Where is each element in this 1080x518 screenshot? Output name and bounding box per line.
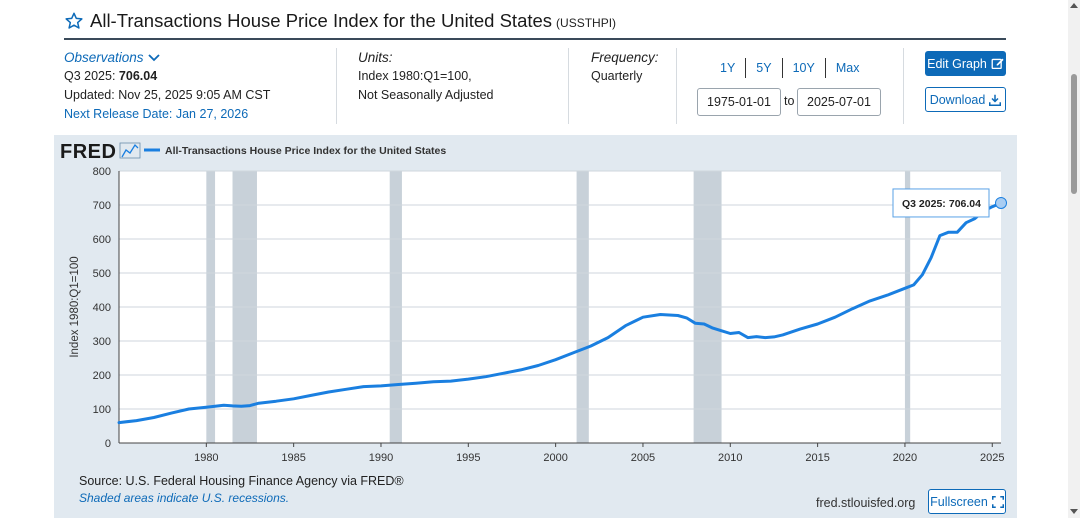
- updated-text: Updated: Nov 25, 2025 9:05 AM CST: [64, 88, 271, 102]
- divider: [676, 48, 677, 124]
- x-tick-label: 1995: [456, 452, 480, 464]
- units-line2: Not Seasonally Adjusted: [358, 88, 494, 102]
- download-label: Download: [929, 92, 986, 107]
- observations-label: Observations: [64, 50, 144, 65]
- tooltip-value: 706.04: [949, 198, 981, 210]
- title-row: All-Transactions House Price Index for t…: [64, 8, 616, 34]
- scroll-up-arrow[interactable]: [1070, 3, 1078, 8]
- range-max-button[interactable]: Max: [835, 61, 860, 75]
- end-date-input[interactable]: 2025-07-01: [797, 88, 881, 116]
- x-tick-label: 2020: [893, 452, 917, 464]
- source-text: Source: U.S. Federal Housing Finance Age…: [79, 474, 404, 488]
- y-tick-label: 100: [93, 404, 111, 416]
- y-tick-label: 600: [93, 234, 111, 246]
- range-10y-button[interactable]: 10Y: [792, 61, 815, 75]
- site-link[interactable]: fred.stlouisfed.org: [816, 496, 916, 510]
- y-tick-label: 300: [93, 336, 111, 348]
- x-tick-label: 1990: [369, 452, 393, 464]
- x-tick-label: 2025: [980, 452, 1004, 464]
- frequency-label: Frequency:: [591, 50, 659, 65]
- tooltip-label: Q3 2025:: [902, 198, 946, 210]
- observations-block: Observations Q3 2025: 706.04 Updated: No…: [64, 48, 270, 124]
- latest-value: 706.04: [118, 69, 158, 83]
- y-tick-label: 800: [93, 166, 111, 178]
- y-tick-label: 700: [93, 200, 111, 212]
- series-line: [117, 201, 1003, 425]
- separator: [745, 58, 747, 78]
- start-date-input[interactable]: 1975-01-01: [697, 88, 781, 116]
- next-release-link[interactable]: Next Release Date: Jan 27, 2026: [64, 107, 249, 121]
- x-tick-label: 2000: [543, 452, 567, 464]
- y-tick-label: 500: [93, 268, 111, 280]
- x-tick-label: 2010: [718, 452, 742, 464]
- x-tick-label: 2015: [805, 452, 829, 464]
- series-id: (USSTHPI): [556, 16, 617, 30]
- x-tick-label: 2005: [631, 452, 655, 464]
- title-divider: [64, 38, 1006, 40]
- scroll-down-arrow[interactable]: [1070, 509, 1078, 514]
- range-5y-button[interactable]: 5Y: [756, 61, 772, 75]
- observations-toggle[interactable]: Observations: [64, 48, 270, 67]
- range-1y-button[interactable]: 1Y: [720, 61, 736, 75]
- recession-note: Shaded areas indicate U.S. recessions.: [79, 491, 290, 505]
- edit-graph-button[interactable]: Edit Graph: [925, 51, 1006, 76]
- download-button[interactable]: Download: [925, 87, 1006, 112]
- fullscreen-button[interactable]: Fullscreen: [928, 489, 1006, 514]
- units-line1: Index 1980:Q1=100,: [358, 69, 472, 83]
- star-icon[interactable]: [64, 11, 84, 31]
- latest-observation: Q3 2025: 706.04: [64, 67, 270, 86]
- to-label: to: [784, 94, 795, 108]
- frequency-value: Quarterly: [591, 69, 643, 83]
- y-tick-label: 0: [105, 438, 111, 450]
- divider: [903, 48, 904, 124]
- edit-icon: [991, 58, 1004, 70]
- y-tick-label: 400: [93, 302, 111, 314]
- separator: [824, 58, 826, 78]
- x-tick-label: 1985: [281, 452, 305, 464]
- separator: [781, 58, 783, 78]
- fullscreen-icon: [991, 495, 1004, 508]
- fullscreen-label: Fullscreen: [930, 494, 988, 509]
- tooltip-box: [892, 188, 990, 218]
- edit-graph-label: Edit Graph: [927, 56, 987, 71]
- latest-point-marker: [995, 196, 1007, 209]
- legend-label: All-Transactions House Price Index for t…: [165, 145, 446, 157]
- chevron-down-icon: [147, 53, 160, 61]
- fred-logo: FRED: [60, 141, 116, 163]
- y-tick-label: 200: [93, 370, 111, 382]
- units-block: Units: Index 1980:Q1=100, Not Seasonally…: [358, 48, 494, 105]
- price-index-chart[interactable]: FRED All-Transactions House Price Index f…: [54, 135, 1017, 475]
- scrollbar[interactable]: [1068, 0, 1080, 518]
- fred-graph-icon: [121, 143, 139, 158]
- divider: [336, 48, 337, 124]
- page-title: All-Transactions House Price Index for t…: [90, 10, 553, 31]
- fred-graph-icon-frame: [119, 142, 141, 159]
- x-tick-label: 1980: [194, 452, 218, 464]
- latest-period: Q3 2025:: [64, 69, 116, 83]
- divider: [568, 48, 569, 124]
- scroll-thumb[interactable]: [1071, 74, 1077, 194]
- download-icon: [989, 94, 1002, 106]
- range-buttons: 1Y 5Y 10Y Max: [710, 58, 869, 78]
- frequency-block: Frequency: Quarterly: [591, 48, 659, 86]
- y-axis-label: Index 1980:Q1=100: [69, 256, 81, 357]
- units-label: Units:: [358, 50, 393, 65]
